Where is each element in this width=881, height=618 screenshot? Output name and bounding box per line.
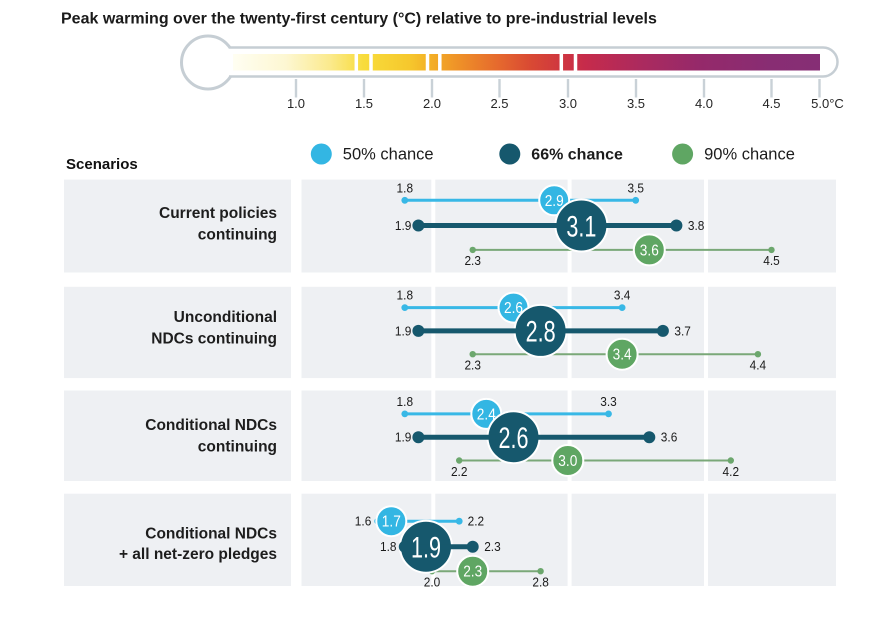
svg-text:3.4: 3.4 (614, 288, 631, 303)
svg-text:1.9: 1.9 (411, 532, 441, 565)
svg-text:1.0: 1.0 (287, 96, 305, 111)
svg-text:4.2: 4.2 (723, 464, 740, 479)
svg-text:2.6: 2.6 (504, 300, 523, 317)
svg-text:continuing: continuing (198, 226, 277, 243)
svg-text:50% chance: 50% chance (343, 146, 434, 164)
svg-text:3.6: 3.6 (640, 242, 659, 259)
svg-text:2.8: 2.8 (526, 316, 556, 349)
svg-text:Current policies: Current policies (159, 205, 277, 222)
svg-text:2.3: 2.3 (464, 253, 481, 268)
svg-text:5.0°C: 5.0°C (811, 96, 844, 111)
svg-text:90% chance: 90% chance (704, 146, 795, 164)
svg-text:NDCs continuing: NDCs continuing (151, 330, 277, 347)
svg-text:2.9: 2.9 (545, 193, 564, 210)
svg-text:Conditional NDCs: Conditional NDCs (145, 525, 277, 542)
svg-text:1.5: 1.5 (355, 96, 373, 111)
svg-text:1.8: 1.8 (397, 288, 414, 303)
svg-text:3.3: 3.3 (600, 394, 617, 409)
svg-text:2.0: 2.0 (424, 575, 441, 590)
svg-text:1.8: 1.8 (397, 180, 414, 195)
svg-text:1.6: 1.6 (355, 514, 372, 529)
svg-text:2.8: 2.8 (532, 575, 549, 590)
svg-text:1.9: 1.9 (395, 218, 412, 233)
svg-text:4.0: 4.0 (695, 96, 713, 111)
svg-text:Conditional NDCs: Conditional NDCs (145, 417, 277, 434)
svg-text:2.3: 2.3 (463, 564, 482, 581)
svg-text:+ all net-zero pledges: + all net-zero pledges (119, 546, 277, 563)
svg-text:1.9: 1.9 (395, 323, 412, 338)
svg-text:2.0: 2.0 (423, 96, 441, 111)
svg-text:3.1: 3.1 (566, 210, 596, 243)
svg-text:1.9: 1.9 (395, 430, 412, 445)
svg-text:66% chance: 66% chance (531, 147, 623, 164)
svg-text:2.3: 2.3 (484, 539, 501, 554)
svg-text:3.6: 3.6 (661, 430, 678, 445)
svg-text:2.2: 2.2 (468, 514, 485, 529)
svg-text:3.5: 3.5 (627, 180, 644, 195)
svg-text:2.4: 2.4 (477, 406, 496, 423)
svg-text:Scenarios: Scenarios (66, 156, 138, 173)
svg-text:3.5: 3.5 (627, 96, 645, 111)
svg-text:4.4: 4.4 (750, 358, 767, 373)
svg-text:2.2: 2.2 (451, 464, 468, 479)
svg-text:3.4: 3.4 (613, 347, 632, 364)
svg-text:1.8: 1.8 (397, 394, 414, 409)
svg-text:1.8: 1.8 (380, 539, 397, 554)
svg-text:2.3: 2.3 (464, 358, 481, 373)
svg-text:3.0: 3.0 (558, 453, 577, 470)
svg-text:3.0: 3.0 (559, 96, 577, 111)
svg-text:4.5: 4.5 (762, 96, 780, 111)
svg-text:3.8: 3.8 (688, 218, 705, 233)
svg-text:continuing: continuing (198, 438, 277, 455)
svg-text:3.7: 3.7 (674, 323, 691, 338)
svg-text:2.5: 2.5 (490, 96, 508, 111)
svg-text:Peak warming over the twenty-f: Peak warming over the twenty-first centu… (61, 10, 657, 27)
svg-text:4.5: 4.5 (763, 253, 780, 268)
svg-text:Unconditional: Unconditional (174, 309, 277, 326)
svg-text:2.6: 2.6 (499, 422, 529, 455)
svg-text:1.7: 1.7 (382, 514, 401, 531)
